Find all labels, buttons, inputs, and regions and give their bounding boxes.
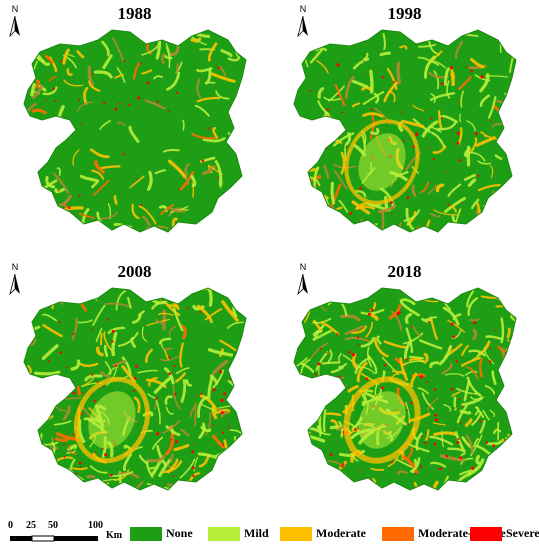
north-arrow-icon: N (8, 262, 22, 298)
map-panel-2008: 2008 N (0, 258, 269, 518)
panel-year-title: 1988 (117, 4, 152, 23)
north-arrow-icon: N (8, 4, 22, 40)
legend: None Mild Moderate Moderate-Severe Sever… (130, 520, 539, 546)
north-arrow-label: N (11, 4, 19, 14)
scale-tick-label: 25 (26, 520, 36, 531)
map-panel-1988: 1988 N (0, 0, 269, 260)
legend-swatch (382, 527, 414, 541)
north-arrow-label: N (11, 262, 19, 272)
panel-year-title: 2008 (117, 262, 152, 281)
north-arrow-label: N (299, 4, 307, 14)
scale-tick-label: 100 (88, 520, 103, 531)
map-panel-1998: 1998 N (270, 0, 539, 260)
legend-label: None (166, 526, 193, 540)
erosion-map-2008 (23, 287, 247, 491)
legend-swatch (280, 527, 312, 541)
scale-bar: 0 25 50 100 Km (8, 518, 128, 548)
north-arrow-icon: N (296, 262, 310, 298)
legend-label: Mild (244, 526, 269, 540)
legend-swatch (130, 527, 162, 541)
scale-unit-label: Km (106, 530, 123, 541)
scale-tick-label: 50 (48, 520, 58, 531)
scale-bar-graphic (10, 535, 98, 542)
erosion-map-1998 (293, 29, 517, 233)
legend-label: Moderate (316, 526, 366, 540)
legend-swatch (470, 527, 502, 541)
scale-tick-label: 0 (8, 520, 13, 531)
north-arrow-label: N (299, 262, 307, 272)
legend-label: Severe (506, 526, 539, 540)
region-none (24, 30, 246, 232)
erosion-map-2018 (293, 287, 517, 491)
panel-year-title: 2018 (387, 262, 422, 281)
panel-year-title: 1998 (387, 4, 422, 23)
north-arrow-icon: N (296, 4, 310, 40)
map-panel-2018: 2018 N (270, 258, 539, 518)
legend-swatch (208, 527, 240, 541)
erosion-map-1988 (23, 29, 247, 233)
